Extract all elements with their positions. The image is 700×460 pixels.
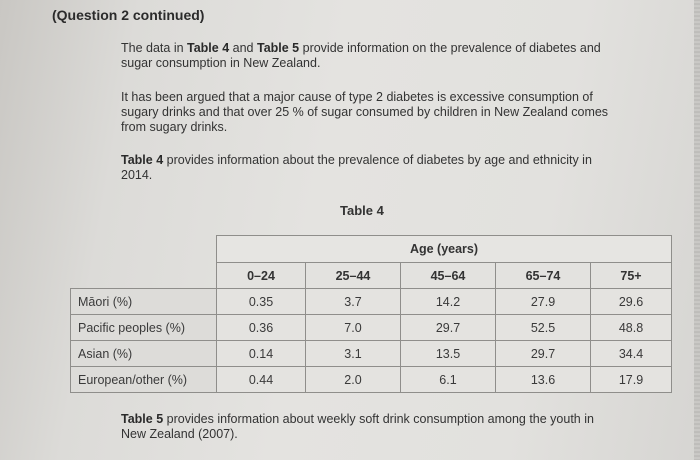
blank-corner xyxy=(71,263,217,289)
blank-corner xyxy=(71,236,217,263)
row-label: Asian (%) xyxy=(70,340,217,367)
question-heading: (Question 2 continued) xyxy=(52,7,205,23)
table-cell: 48.8 xyxy=(590,314,672,341)
table-cell: 13.5 xyxy=(400,340,496,367)
table-cell: 27.9 xyxy=(495,288,591,315)
table-cell: 3.1 xyxy=(305,340,401,367)
table-cell: 6.1 xyxy=(400,366,496,393)
table-4-reference: Table 4 xyxy=(121,153,164,167)
table-cell: 0.44 xyxy=(216,366,306,393)
table-4: Age (years) 0–24 25–44 45–64 65–74 75+ M… xyxy=(70,235,672,393)
table-5-reference: Table 5 xyxy=(256,41,300,55)
table-cell: 3.7 xyxy=(305,288,401,315)
table-4-reference: Table 4 xyxy=(187,41,230,55)
table-5-reference: Table 5 xyxy=(121,412,164,426)
table-cell: 0.14 xyxy=(216,340,306,367)
table-4-description: Table 4 provides information about the p… xyxy=(121,153,621,183)
table-5-description: Table 5 provides information about weekl… xyxy=(121,412,621,442)
text-run: provide information on the prevalence of… xyxy=(121,41,601,70)
table-cell: 29.7 xyxy=(495,340,591,367)
argument-paragraph: It has been argued that a major cause of… xyxy=(121,90,609,134)
table-column-header-row: 0–24 25–44 45–64 65–74 75+ xyxy=(71,262,672,289)
column-header: 65–74 xyxy=(495,262,591,289)
row-label: Pacific peoples (%) xyxy=(70,314,217,341)
text-run: provides information about weekly soft d… xyxy=(121,412,594,441)
table-cell: 29.7 xyxy=(400,314,496,341)
table-cell: 34.4 xyxy=(590,340,672,367)
column-header: 75+ xyxy=(590,262,672,289)
intro-paragraph: The data in Table 4 and Table 5 provide … xyxy=(121,41,621,71)
table-cell: 2.0 xyxy=(305,366,401,393)
column-header: 45–64 xyxy=(400,262,496,289)
table-cell: 0.35 xyxy=(216,288,306,315)
table-cell: 13.6 xyxy=(495,366,591,393)
age-group-header: Age (years) xyxy=(216,235,672,263)
table-cell: 7.0 xyxy=(305,314,401,341)
table-4-title: Table 4 xyxy=(340,203,384,218)
row-label: European/other (%) xyxy=(70,366,217,393)
text-run: and xyxy=(229,41,257,55)
table-cell: 0.36 xyxy=(216,314,306,341)
page-edge xyxy=(694,0,700,460)
row-label: Māori (%) xyxy=(70,288,217,315)
table-cell: 17.9 xyxy=(590,366,672,393)
table-cell: 52.5 xyxy=(495,314,591,341)
text-run: The data in xyxy=(121,41,188,55)
table-row: European/other (%) 0.44 2.0 6.1 13.6 17.… xyxy=(70,366,672,393)
table-row: Māori (%) 0.35 3.7 14.2 27.9 29.6 xyxy=(70,288,672,315)
column-header: 0–24 xyxy=(216,262,306,289)
text-run: provides information about the prevalenc… xyxy=(121,153,592,182)
column-header: 25–44 xyxy=(305,262,401,289)
table-row: Asian (%) 0.14 3.1 13.5 29.7 34.4 xyxy=(70,340,672,367)
table-group-header-row: Age (years) xyxy=(71,235,672,263)
table-cell: 14.2 xyxy=(400,288,496,315)
table-row: Pacific peoples (%) 0.36 7.0 29.7 52.5 4… xyxy=(70,314,672,341)
table-cell: 29.6 xyxy=(590,288,672,315)
